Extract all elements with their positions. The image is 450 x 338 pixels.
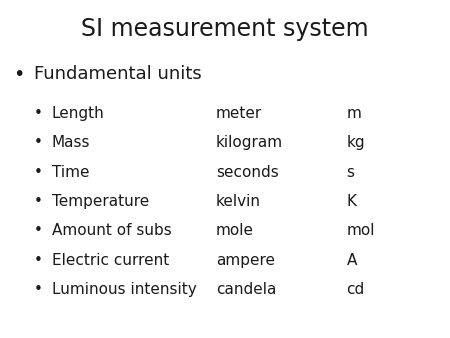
Text: Length: Length xyxy=(52,106,104,121)
Text: Fundamental units: Fundamental units xyxy=(34,65,202,83)
Text: SI measurement system: SI measurement system xyxy=(81,17,369,41)
Text: •: • xyxy=(34,194,43,209)
Text: mol: mol xyxy=(346,223,375,238)
Text: mole: mole xyxy=(216,223,254,238)
Text: kilogram: kilogram xyxy=(216,135,283,150)
Text: •: • xyxy=(14,65,25,84)
Text: m: m xyxy=(346,106,361,121)
Text: •: • xyxy=(34,135,43,150)
Text: Temperature: Temperature xyxy=(52,194,149,209)
Text: kelvin: kelvin xyxy=(216,194,261,209)
Text: Time: Time xyxy=(52,165,89,179)
Text: Electric current: Electric current xyxy=(52,253,169,268)
Text: •: • xyxy=(34,223,43,238)
Text: •: • xyxy=(34,282,43,297)
Text: candela: candela xyxy=(216,282,276,297)
Text: A: A xyxy=(346,253,357,268)
Text: •: • xyxy=(34,165,43,179)
Text: seconds: seconds xyxy=(216,165,279,179)
Text: ampere: ampere xyxy=(216,253,275,268)
Text: Mass: Mass xyxy=(52,135,90,150)
Text: meter: meter xyxy=(216,106,262,121)
Text: cd: cd xyxy=(346,282,365,297)
Text: s: s xyxy=(346,165,355,179)
Text: Luminous intensity: Luminous intensity xyxy=(52,282,197,297)
Text: K: K xyxy=(346,194,356,209)
Text: kg: kg xyxy=(346,135,365,150)
Text: •: • xyxy=(34,106,43,121)
Text: Amount of subs: Amount of subs xyxy=(52,223,171,238)
Text: •: • xyxy=(34,253,43,268)
